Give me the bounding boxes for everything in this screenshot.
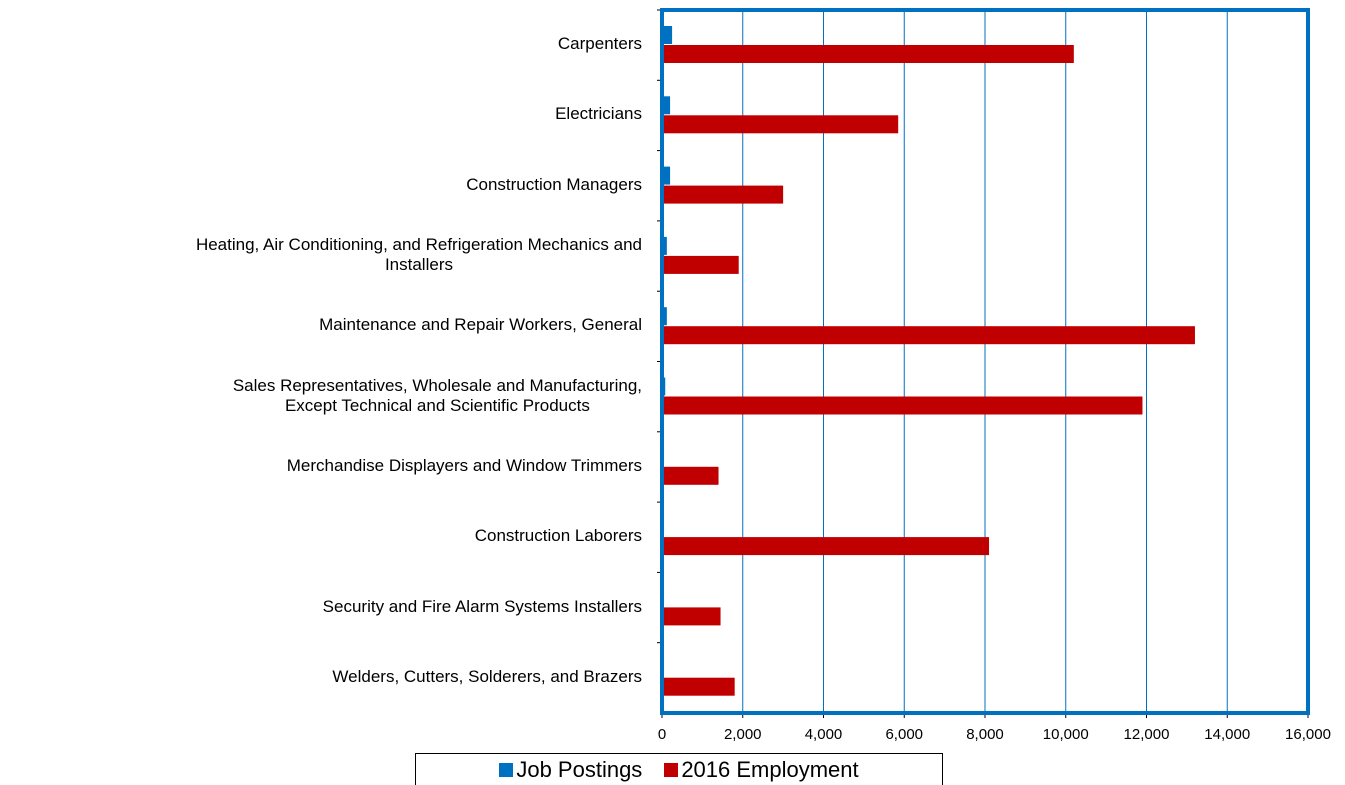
bar [662,307,667,326]
bar [662,396,1143,415]
category-label: Maintenance and Repair Workers, General [319,315,642,335]
bar [662,26,673,44]
category-label: Construction Laborers [474,526,642,546]
bar [662,255,739,274]
legend-swatch [499,763,514,777]
legend-label: 2016 Employment [681,757,859,782]
bar [662,607,721,626]
bar [662,236,667,255]
x-tick-label: 2,000 [724,726,762,743]
category-label: Construction Managers [466,174,642,194]
x-tick-label: 12,000 [1124,726,1170,743]
x-tick-label: 0 [658,726,666,743]
bar [662,466,719,485]
bar [662,326,1195,345]
bar [662,96,671,115]
category-label: Electricians [555,104,642,124]
bar [662,537,990,556]
category-label: Carpenters [557,34,642,54]
x-tick-label: 14,000 [1204,726,1250,743]
category-label: Welders, Cutters, Solderers, and Brazers [332,666,642,686]
bar [662,115,899,134]
x-tick-label: 6,000 [885,726,923,743]
plot-frame [660,8,1310,715]
x-tick-label: 16,000 [1285,726,1331,743]
x-tick-label: 10,000 [1043,726,1089,743]
x-tick-label: 8,000 [966,726,1004,743]
category-label: Heating, Air Conditioning, and Refrigera… [195,235,642,275]
legend-item: Job Postings [499,757,642,783]
bar [662,185,784,204]
legend: Job Postings 2016 Employment [415,753,943,785]
category-label: Security and Fire Alarm Systems Installe… [322,596,642,616]
bar [662,677,735,696]
bar [662,45,1074,63]
legend-label: Job Postings [516,757,643,782]
category-label: Merchandise Displayers and Window Trimme… [286,455,642,475]
x-tick-label: 4,000 [805,726,843,743]
legend-swatch [664,763,679,777]
legend-item: 2016 Employment [664,757,859,783]
category-label: Sales Representatives, Wholesale and Man… [232,375,642,415]
bar [662,166,671,185]
